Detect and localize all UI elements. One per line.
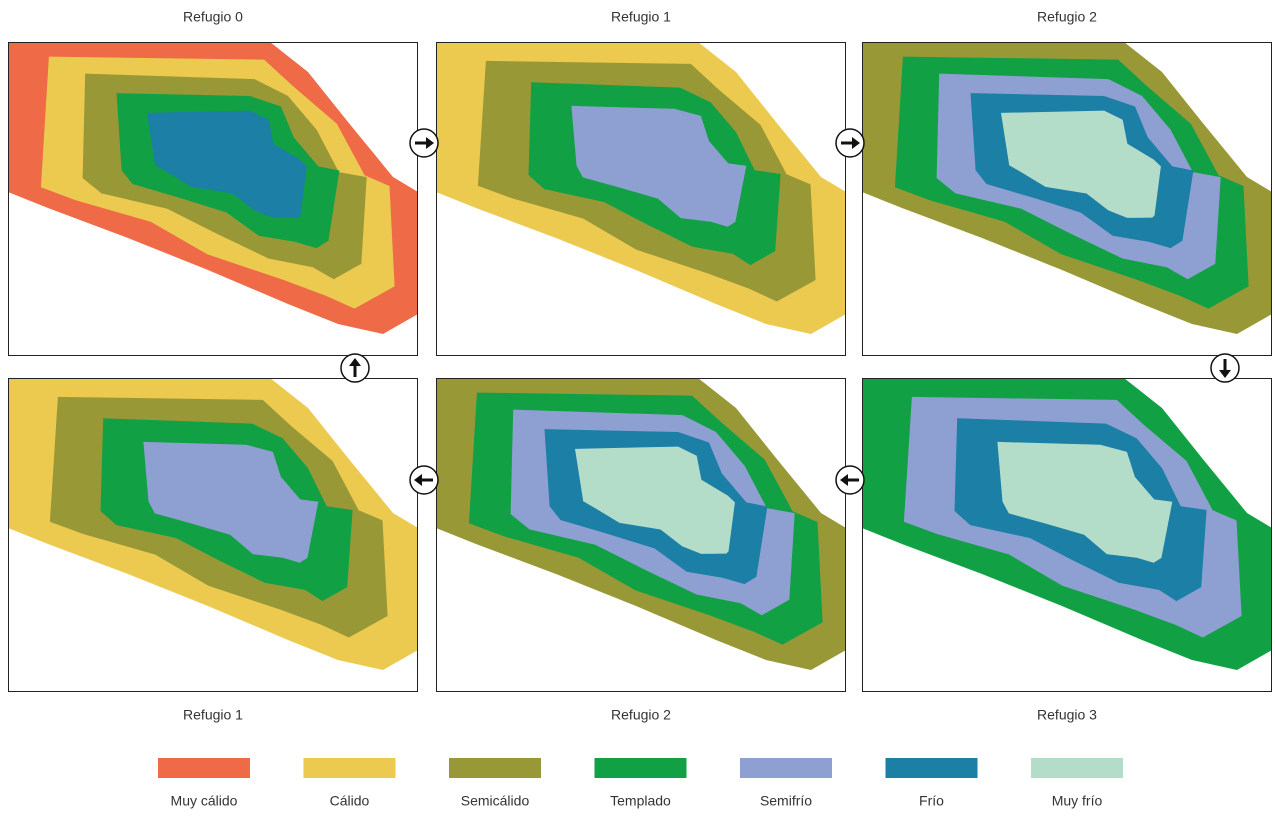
panel-label: Refugio 1 bbox=[611, 9, 671, 25]
arrow bbox=[341, 354, 369, 382]
map-panel bbox=[862, 378, 1272, 692]
map-panel bbox=[436, 42, 846, 356]
panel-label: Refugio 2 bbox=[611, 707, 671, 723]
legend-label: Semifrío bbox=[760, 793, 812, 809]
legend-swatch bbox=[740, 758, 832, 778]
map-area bbox=[436, 42, 846, 356]
legend-swatch bbox=[886, 758, 978, 778]
legend-swatch bbox=[595, 758, 687, 778]
legend-swatch bbox=[1031, 758, 1123, 778]
arrow bbox=[410, 466, 438, 494]
arrow bbox=[1211, 354, 1239, 382]
arrow bbox=[836, 466, 864, 494]
panel-label: Refugio 3 bbox=[1037, 707, 1097, 723]
map-panel bbox=[8, 42, 418, 356]
map-area bbox=[862, 378, 1272, 692]
panel-label: Refugio 1 bbox=[183, 707, 243, 723]
map-area bbox=[8, 42, 418, 356]
map-area bbox=[862, 42, 1272, 356]
legend-label: Cálido bbox=[330, 793, 370, 809]
map-area bbox=[8, 378, 418, 692]
map-area bbox=[436, 378, 846, 692]
panel-label: Refugio 2 bbox=[1037, 9, 1097, 25]
legend-label: Muy frío bbox=[1052, 793, 1103, 809]
legend-swatch bbox=[304, 758, 396, 778]
map-panel bbox=[436, 378, 846, 692]
arrow bbox=[836, 129, 864, 157]
legend-label: Muy cálido bbox=[171, 793, 238, 809]
map-panel bbox=[8, 378, 418, 692]
arrow bbox=[410, 129, 438, 157]
legend-swatch bbox=[449, 758, 541, 778]
legend-label: Templado bbox=[610, 793, 671, 809]
legend-label: Semicálido bbox=[461, 793, 530, 809]
panel-label: Refugio 0 bbox=[183, 9, 243, 25]
figure: Refugio 0 Refugio 1 Refugio 2 Refugio 1 Refu… bbox=[0, 0, 1275, 814]
map-panel bbox=[862, 42, 1272, 356]
legend-label: Frío bbox=[919, 793, 944, 809]
legend-swatch bbox=[158, 758, 250, 778]
